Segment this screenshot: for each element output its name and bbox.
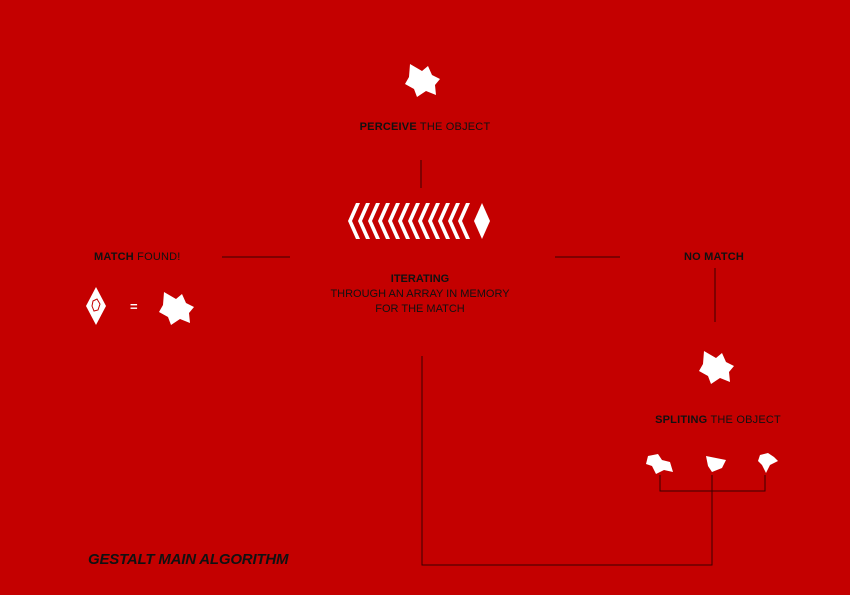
diamond-icon bbox=[86, 287, 106, 325]
blob-icon bbox=[159, 292, 194, 325]
blob-icon bbox=[699, 351, 734, 384]
spliting-label: SPLITING THE OBJECT bbox=[655, 414, 781, 426]
diamond-icon bbox=[474, 203, 490, 239]
diamond-icon bbox=[418, 203, 430, 239]
diamond-icon bbox=[378, 203, 390, 239]
diamond-icon bbox=[348, 203, 360, 239]
fragment-icon bbox=[758, 453, 778, 473]
iterating-label: ITERATING THROUGH AN ARRAY IN MEMORY FOR… bbox=[330, 273, 510, 315]
diamond-icon bbox=[358, 203, 370, 239]
diamond-icon bbox=[458, 203, 470, 239]
iteration-diamonds bbox=[348, 203, 490, 239]
diamond-icon bbox=[438, 203, 450, 239]
diamond-icon bbox=[448, 203, 460, 239]
blob-icon bbox=[405, 64, 440, 97]
perceive-label: PERCEIVE THE OBJECT bbox=[359, 121, 491, 133]
equals-sign: = bbox=[130, 299, 138, 314]
diamond-icon bbox=[398, 203, 410, 239]
diamond-icon bbox=[408, 203, 420, 239]
fragment-icon bbox=[706, 456, 726, 472]
diamond-icon bbox=[388, 203, 400, 239]
match-found-label: MATCH FOUND! bbox=[94, 251, 181, 263]
line-loop-back bbox=[421, 356, 713, 566]
diamond-icon bbox=[368, 203, 380, 239]
fragment-icon bbox=[646, 454, 673, 474]
diamond-icon bbox=[428, 203, 440, 239]
diagram-title: GESTALT MAIN ALGORITHM bbox=[88, 551, 289, 568]
no-match-label: NO MATCH bbox=[683, 251, 745, 263]
